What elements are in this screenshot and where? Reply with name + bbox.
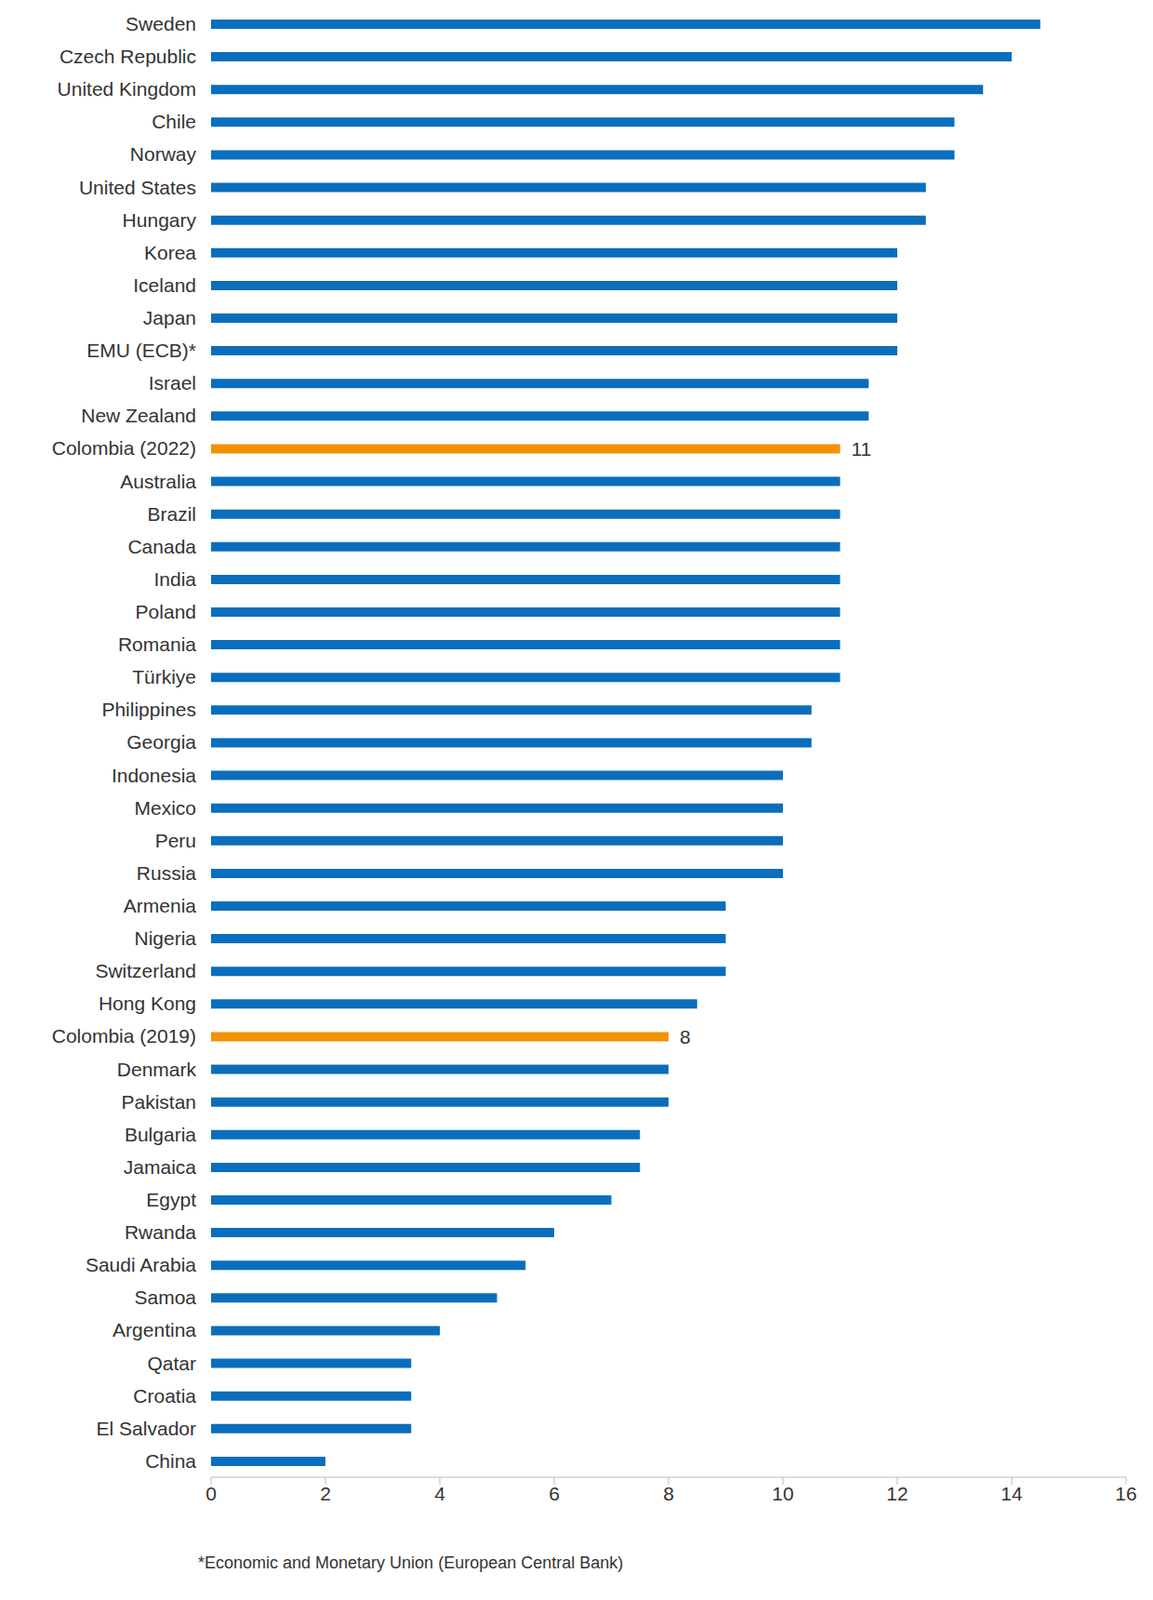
svg-text:Japan: Japan: [143, 306, 197, 329]
svg-text:Colombia (2019): Colombia (2019): [52, 1024, 197, 1047]
svg-text:Chile: Chile: [151, 110, 197, 133]
svg-text:Switzerland: Switzerland: [94, 959, 197, 981]
svg-text:China: China: [145, 1449, 197, 1472]
svg-text:Qatar: Qatar: [146, 1351, 197, 1374]
svg-text:Iceland: Iceland: [132, 274, 197, 296]
svg-text:11: 11: [851, 437, 873, 460]
svg-text:Colombia (2022): Colombia (2022): [52, 437, 197, 459]
html-text:*Economic and Monetary Union (: *Economic and Monetary Union (European C…: [198, 1552, 624, 1572]
svg-text:Czech Republic: Czech Republic: [59, 45, 197, 67]
svg-text:Denmark: Denmark: [117, 1058, 198, 1080]
svg-text:Philippines: Philippines: [101, 698, 197, 720]
svg-text:Sweden: Sweden: [125, 13, 197, 35]
svg-text:Korea: Korea: [144, 241, 197, 264]
svg-text:United States: United States: [79, 176, 197, 199]
svg-text:Australia: Australia: [119, 470, 197, 492]
svg-text:Croatia: Croatia: [132, 1384, 197, 1406]
svg-text:2: 2: [319, 1482, 332, 1504]
svg-text:8: 8: [679, 1025, 691, 1047]
svg-text:8: 8: [662, 1482, 675, 1504]
svg-text:Hungary: Hungary: [122, 209, 198, 231]
svg-text:10: 10: [771, 1482, 794, 1504]
svg-text:Indonesia: Indonesia: [111, 764, 197, 786]
svg-text:Nigeria: Nigeria: [133, 927, 197, 949]
svg-text:Norway: Norway: [130, 143, 198, 165]
svg-text:Brazil: Brazil: [146, 503, 197, 525]
svg-text:Rwanda: Rwanda: [124, 1220, 197, 1243]
svg-text:Romania: Romania: [118, 633, 197, 655]
svg-text:United Kingdom: United Kingdom: [57, 78, 197, 100]
svg-text:Mexico: Mexico: [133, 796, 197, 819]
svg-text:0: 0: [205, 1482, 217, 1504]
svg-text:Israel: Israel: [148, 371, 197, 394]
svg-text:14: 14: [1000, 1482, 1023, 1504]
svg-text:EMU (ECB)*: EMU (ECB)*: [86, 339, 197, 361]
svg-text:Canada: Canada: [127, 535, 197, 557]
svg-text:4: 4: [434, 1482, 446, 1504]
svg-text:El Salvador: El Salvador: [96, 1417, 197, 1439]
svg-text:Saudi Arabia: Saudi Arabia: [85, 1253, 197, 1275]
svg-text:Armenia: Armenia: [123, 894, 198, 916]
svg-text:Pakistan: Pakistan: [120, 1090, 197, 1113]
svg-text:Türkiye: Türkiye: [132, 665, 197, 688]
svg-text:Georgia: Georgia: [126, 730, 197, 753]
svg-text:Bulgaria: Bulgaria: [124, 1123, 197, 1145]
svg-text:12: 12: [886, 1482, 908, 1504]
svg-text:Jamaica: Jamaica: [123, 1155, 198, 1178]
svg-text:Poland: Poland: [135, 600, 197, 623]
svg-text:Russia: Russia: [136, 861, 198, 884]
svg-text:Argentina: Argentina: [112, 1318, 197, 1340]
svg-text:Samoa: Samoa: [133, 1285, 197, 1308]
svg-text:Hong Kong: Hong Kong: [98, 992, 197, 1014]
svg-text:New Zealand: New Zealand: [80, 404, 197, 426]
svg-text:6: 6: [548, 1482, 560, 1504]
svg-text:Egypt: Egypt: [145, 1188, 197, 1210]
svg-text:India: India: [153, 568, 197, 590]
svg-text:Peru: Peru: [155, 829, 197, 851]
svg-text:16: 16: [1114, 1482, 1137, 1504]
